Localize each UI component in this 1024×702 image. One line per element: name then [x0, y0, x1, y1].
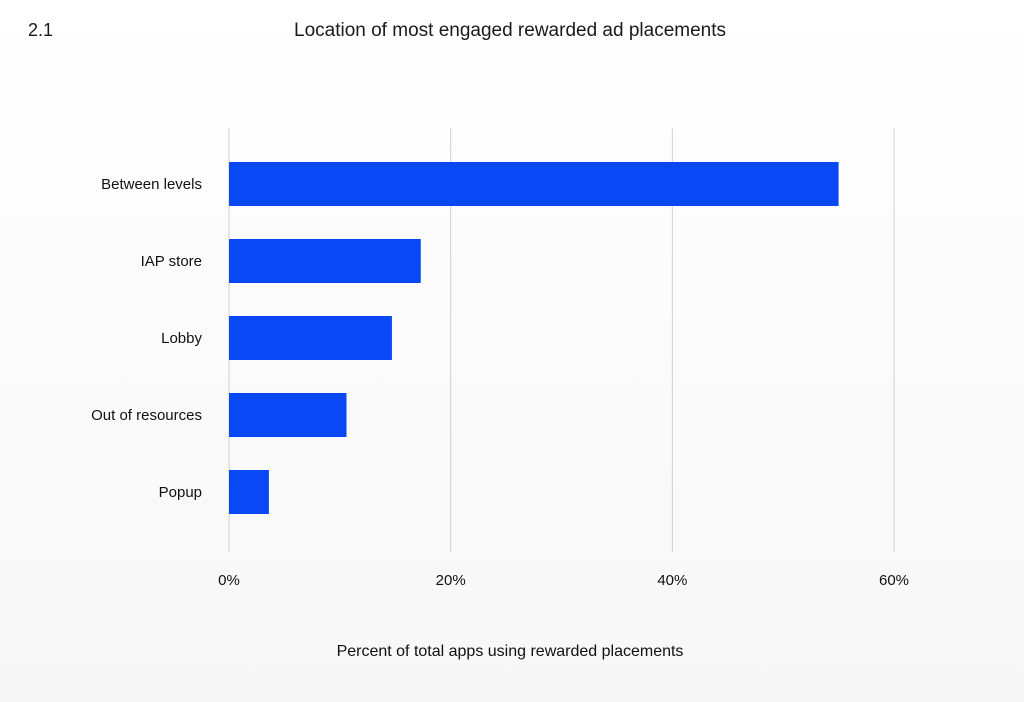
- chart-title: Location of most engaged rewarded ad pla…: [294, 20, 726, 41]
- bar: [229, 470, 269, 514]
- x-axis-title: Percent of total apps using rewarded pla…: [336, 643, 684, 660]
- bar: [229, 393, 347, 437]
- x-tick-label: 20%: [436, 572, 466, 589]
- x-tick-label: 40%: [657, 572, 687, 589]
- category-label: Lobby: [161, 330, 202, 347]
- figure-number: 2.1: [28, 20, 54, 40]
- category-label: Out of resources: [91, 407, 202, 424]
- category-labels: Between levels IAP store Lobby Out of resou…: [91, 176, 202, 501]
- x-tick-label: 0%: [218, 572, 240, 589]
- category-label: Between levels: [101, 176, 202, 193]
- bar: [229, 239, 421, 283]
- bars: [229, 162, 839, 514]
- category-label: Popup: [159, 484, 202, 501]
- category-label: IAP store: [141, 253, 202, 270]
- bar: [229, 316, 392, 360]
- bar: [229, 162, 839, 206]
- x-tick-labels: 0% 20% 40% 60%: [218, 572, 909, 589]
- x-tick-label: 60%: [879, 572, 909, 589]
